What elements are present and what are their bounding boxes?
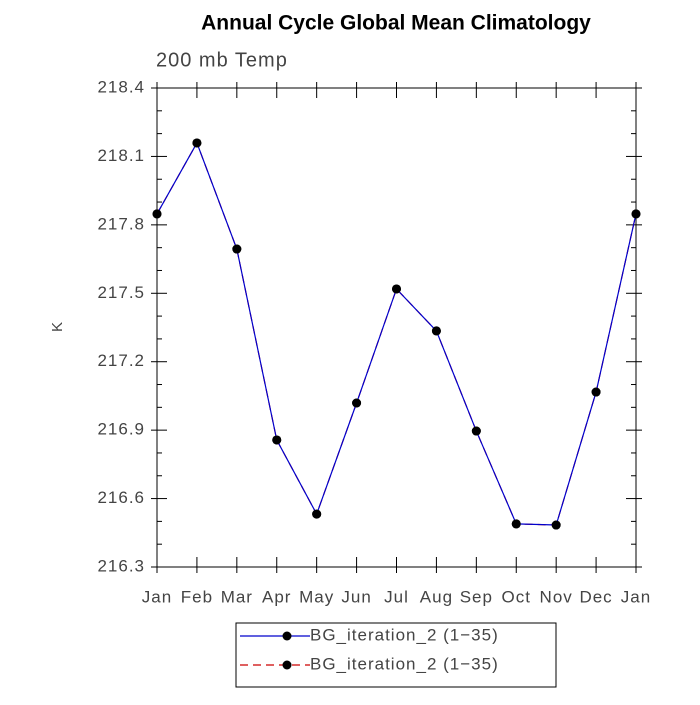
x-tick-label: Jun [341,587,371,606]
chart-subtitle: 200 mb Temp [156,49,288,71]
data-point [471,426,481,436]
legend-marker [282,631,292,641]
chart-title: Annual Cycle Global Mean Climatology [201,12,591,35]
data-point [272,435,282,445]
x-tick-label: Feb [181,587,213,606]
data-point [631,209,641,219]
x-tick-label: Oct [502,587,531,606]
x-tick-label: May [299,587,334,606]
data-point [511,519,521,529]
data-point [152,209,162,219]
data-point [591,387,601,397]
data-point [312,509,322,519]
legend-marker [282,660,292,670]
x-tick-label: Sep [460,587,493,606]
y-tick-label: 217.5 [97,283,145,302]
legend-label: BG_iteration_2 (1−35) [310,654,499,673]
x-tick-label: Mar [221,587,253,606]
data-point [392,284,401,294]
y-tick-label: 218.1 [97,146,145,165]
data-point [431,326,441,336]
y-tick-label: 216.6 [97,488,145,507]
y-axis-label: K [49,322,66,332]
y-tick-label: 217.2 [97,351,145,370]
x-tick-label: Nov [540,587,573,606]
x-tick-label: Jul [384,587,409,606]
data-point [232,244,242,254]
x-tick-label: Apr [262,587,291,606]
series-line [156,141,637,526]
data-point [551,520,561,530]
x-tick-label: Dec [579,587,612,606]
series-line [156,141,637,526]
plot-frame [156,87,637,568]
data-point [192,138,202,148]
x-tick-label: Aug [420,587,453,606]
y-tick-label: 217.8 [97,214,145,233]
y-tick-label: 218.4 [97,77,145,96]
legend-label: BG_iteration_2 (1−35) [310,625,499,644]
x-tick-label: Jan [142,587,172,606]
x-tick-label: Jan [621,587,651,606]
y-tick-label: 216.3 [97,556,145,575]
y-tick-label: 216.9 [97,420,145,439]
data-point [352,398,362,408]
